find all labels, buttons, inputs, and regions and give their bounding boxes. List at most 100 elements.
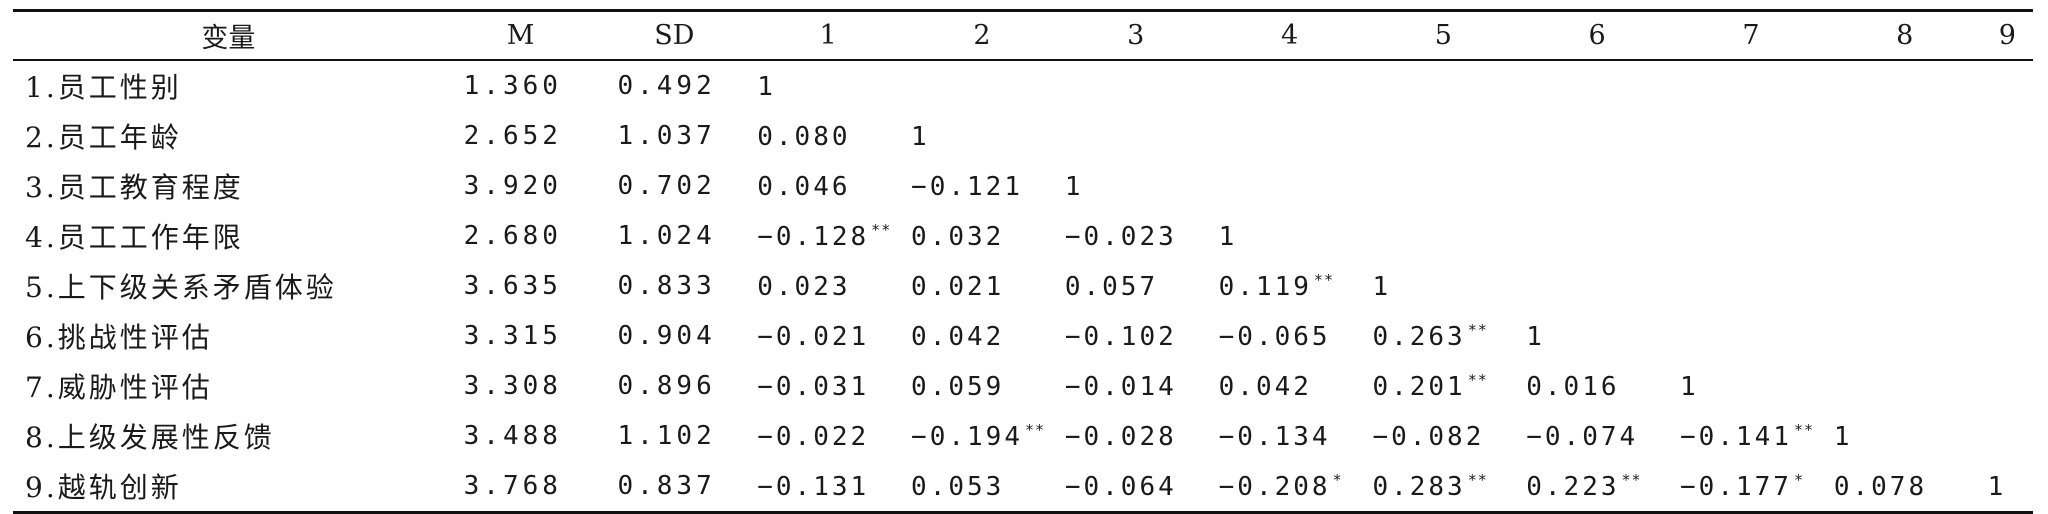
significance-marker: ** [1313,270,1334,289]
header-col-2: SD [654,20,695,51]
correlation-cell: 0.078 [1828,461,1982,513]
correlation-cell [1982,60,2033,111]
correlation-cell: −0.128 ** [751,211,905,261]
correlation-cell [1520,211,1674,261]
correlation-cell: 1 [1520,311,1674,361]
correlation-cell: 0.263 ** [1366,311,1520,361]
correlation-cell [1674,261,1828,311]
correlation-cell [1520,60,1674,111]
correlation-value: 0.053 [911,471,1005,502]
correlation-cell [1828,60,1982,111]
correlation-value: −0.064 [1064,471,1177,502]
correlation-cell: 0.119 ** [1213,261,1367,311]
sd-cell: 1.037 [617,121,716,151]
variable-label: 5.上下级关系矛盾体验 [25,271,337,304]
correlation-cell [1982,111,2033,161]
significance-marker: ** [1467,320,1488,339]
table-row: 6.挑战性评估 3.315 0.904 −0.021 0.042 −0.102 −0.065… [13,311,2033,361]
table-row: 5.上下级关系矛盾体验 3.635 0.833 0.023 0.021 0.057 0.11… [13,261,2033,311]
sd-cell: 0.837 [617,471,716,501]
correlation-value: 0.059 [911,371,1005,402]
correlation-cell: −0.102 [1059,311,1213,361]
correlation-cell: 1 [1366,261,1520,311]
table-row: 3.员工教育程度 3.920 0.702 0.046 −0.121 1 [13,161,2033,211]
correlation-value: 0.057 [1064,271,1159,302]
table-row: 1.员工性别 1.360 0.492 1 [13,60,2033,111]
correlation-cell: 1 [1828,411,1982,461]
correlation-cell: −0.064 [1059,461,1213,513]
correlation-cell [1366,60,1520,111]
variable-label: 4.员工工作年限 [25,221,244,254]
correlation-cell: −0.208 * [1213,461,1367,513]
table-row: 9.越轨创新 3.768 0.837 −0.131 0.053 −0.064 −0.208 *… [13,461,2033,513]
correlation-cell [1059,60,1213,111]
table-row: 4.员工工作年限 2.680 1.024 −0.128 ** 0.032 −0.023 1 [13,211,2033,261]
correlation-cell: −0.074 [1520,411,1674,461]
correlation-cell: 1 [1213,211,1367,261]
correlation-value: 0.119 [1218,271,1312,302]
variable-label: 9.越轨创新 [25,471,182,504]
sd-cell: 0.904 [617,321,716,351]
correlation-value: 0.078 [1833,471,1928,502]
mean-cell: 1.360 [463,71,562,101]
correlation-cell: −0.177 * [1674,461,1828,513]
correlation-cell [1982,311,2033,361]
correlation-cell: 0.046 [751,161,905,211]
correlation-cell [1213,111,1367,161]
correlation-value: 1 [1680,371,1699,402]
correlation-cell: 0.053 [905,461,1059,513]
correlation-value: 1 [1064,171,1084,202]
header-col-11: 9 [1998,20,2016,51]
variable-label: 2.员工年龄 [25,121,182,154]
correlation-value: −0.074 [1526,421,1639,452]
header-col-1: M [506,20,535,51]
mean-cell: 2.652 [463,121,562,151]
header-col-10: 8 [1896,20,1914,51]
correlation-cell: 0.059 [905,361,1059,411]
correlation-value: 0.021 [911,271,1005,302]
correlation-cell: 0.057 [1059,261,1213,311]
correlation-cell: 0.223 ** [1520,461,1674,513]
correlation-cell [1982,411,2033,461]
correlation-cell: −0.022 [751,411,905,461]
variable-label: 1.员工性别 [25,71,182,104]
correlation-cell: 0.201 ** [1366,361,1520,411]
correlation-cell [1213,60,1367,111]
correlation-cell [1982,211,2033,261]
correlation-cell: −0.014 [1059,361,1213,411]
correlation-value: 1 [1218,221,1238,252]
header-variable: 变量 [201,23,256,54]
correlation-cell [1059,111,1213,161]
correlation-value: 0.032 [911,221,1005,252]
correlation-cell: 1 [1674,361,1828,411]
significance-marker: ** [1467,370,1488,389]
significance-marker: * [1793,470,1804,489]
correlation-value: −0.014 [1064,371,1177,402]
correlation-value: 0.080 [757,121,851,152]
correlation-cell [1828,161,1982,211]
header-col-6: 4 [1280,20,1299,51]
variable-label: 3.员工教育程度 [25,171,244,204]
correlation-value: −0.028 [1064,421,1177,452]
correlation-value: −0.141 [1680,421,1792,452]
correlation-value: −0.031 [757,371,870,402]
correlation-cell [1828,311,1982,361]
correlation-cell: −0.141 ** [1674,411,1828,461]
mean-cell: 3.920 [463,171,562,201]
correlation-table: 变量 M SD 1 2 3 4 5 6 7 8 9 1.员工性别 1.360 0.492 1 2.员工年龄 2.… [13,9,2033,514]
sd-cell: 0.833 [617,271,716,301]
correlation-cell [1674,311,1828,361]
correlation-cell: −0.031 [751,361,905,411]
correlation-value: 0.023 [757,271,851,302]
header-col-7: 5 [1434,20,1452,51]
correlation-cell: 1 [1982,461,2033,513]
header-col-3: 1 [819,20,837,51]
correlation-cell [1982,261,2033,311]
correlation-cell [1366,111,1520,161]
correlation-cell: −0.021 [751,311,905,361]
table-row: 7.威胁性评估 3.308 0.896 −0.031 0.059 −0.014 0.042 0… [13,361,2033,411]
correlation-value: 0.223 [1526,471,1620,502]
correlation-cell [1982,161,2033,211]
significance-marker: ** [871,220,892,239]
correlation-cell [1828,211,1982,261]
